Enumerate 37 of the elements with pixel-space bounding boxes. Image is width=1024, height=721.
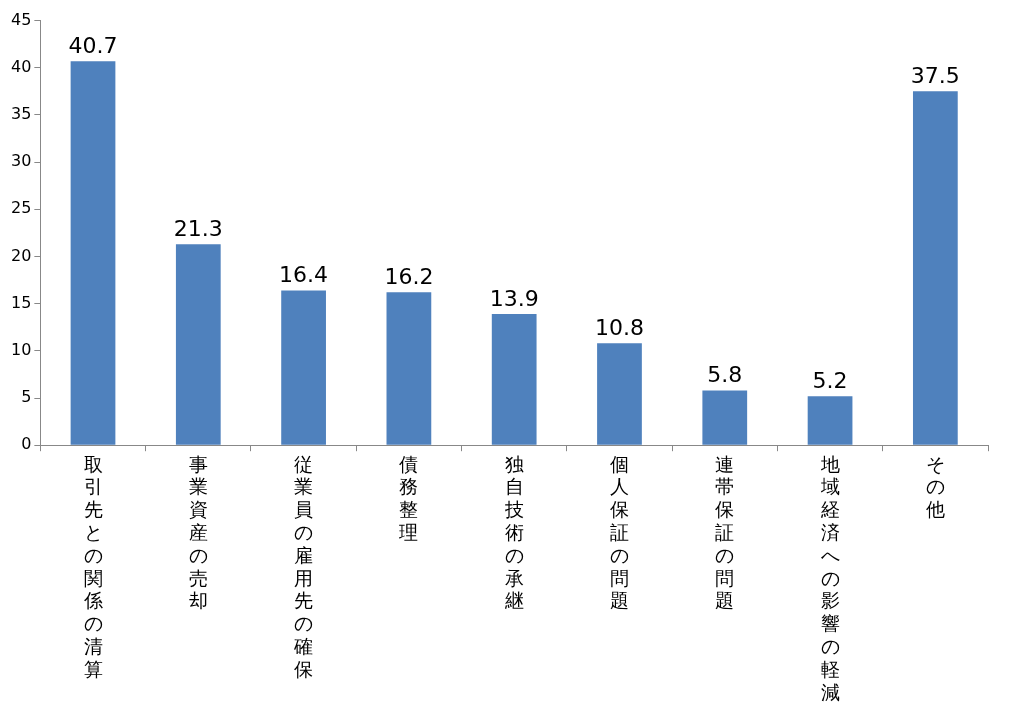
- bar: [597, 343, 642, 445]
- x-tick-label: その他: [925, 452, 945, 521]
- data-label: 10.8: [594, 315, 644, 341]
- data-label: 16.2: [384, 264, 434, 290]
- y-tick-label: 20: [11, 245, 32, 265]
- x-tick-label: 事業資産の売却: [188, 452, 208, 612]
- y-tick-label: 15: [11, 292, 32, 312]
- x-tick-label: 債務整理: [399, 452, 419, 543]
- category-label: 従業員の雇用先の確保: [294, 452, 314, 680]
- x-tick-label: 個人保証の問題: [609, 452, 629, 612]
- y-tick-label: 10: [11, 340, 32, 359]
- y-tick-label: 45: [11, 9, 32, 29]
- x-tick-label: 連帯保証の問題: [715, 452, 735, 612]
- y-tick-label: 30: [11, 151, 32, 171]
- bar: [386, 292, 432, 445]
- data-label: 5.2: [812, 367, 848, 393]
- bar: [702, 390, 748, 445]
- bar: [807, 396, 853, 445]
- data-label: 37.5: [910, 63, 960, 89]
- y-tick-label: 5: [21, 387, 32, 407]
- bar: [491, 314, 537, 445]
- category-label: 地域経済への影響の軽減: [820, 452, 840, 703]
- bar: [281, 290, 326, 445]
- category-label: 取引先との関係の清算: [83, 452, 103, 680]
- data-label: 13.9: [489, 285, 539, 311]
- data-label: 40.7: [68, 32, 118, 58]
- y-tick-label: 0: [21, 434, 32, 454]
- x-tick-label: 独自技術の承継: [503, 452, 524, 612]
- y-tick-label: 35: [11, 104, 32, 124]
- data-label: 21.3: [173, 215, 223, 241]
- bar: [912, 91, 958, 445]
- data-label: 5.8: [707, 362, 743, 388]
- bar: [70, 61, 116, 445]
- y-tick-label: 40: [11, 56, 32, 76]
- bar: [175, 244, 221, 445]
- y-tick-label: 25: [11, 198, 32, 218]
- data-label: 16.4: [279, 262, 329, 288]
